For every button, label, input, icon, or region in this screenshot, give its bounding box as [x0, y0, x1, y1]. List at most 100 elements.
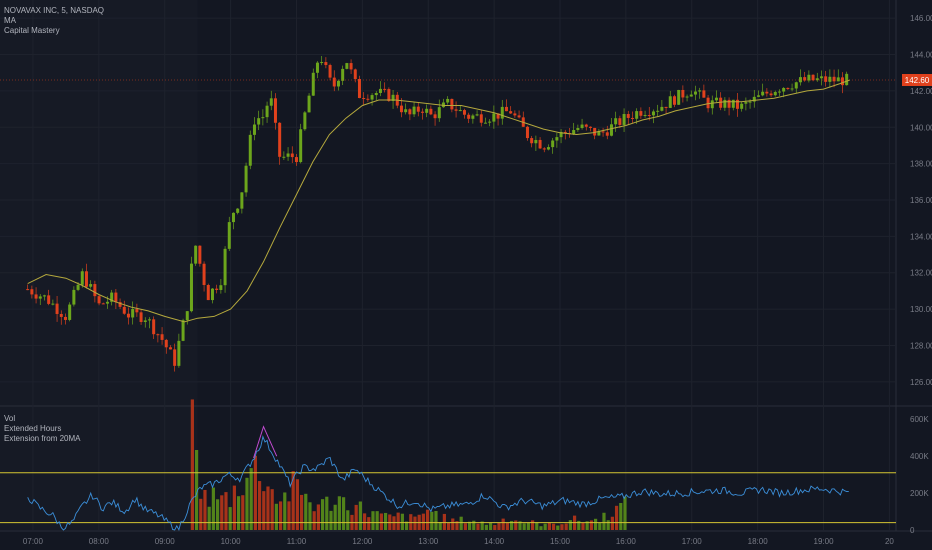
candle-down: [164, 339, 168, 348]
indicator-extension-label[interactable]: Extension from 20MA: [4, 434, 81, 443]
price-tick-label: 128.00: [910, 341, 932, 350]
candle-up: [572, 130, 576, 135]
candle-down: [584, 124, 588, 127]
volume-bar: [530, 520, 535, 530]
candle-up: [471, 115, 475, 119]
volume-bar: [337, 496, 341, 530]
indicator-extended-hours-label[interactable]: Extended Hours: [4, 424, 62, 433]
candle-up: [677, 89, 681, 105]
candle-up: [614, 118, 618, 125]
candle-down: [383, 88, 387, 90]
indicator-vol-label[interactable]: Vol: [4, 414, 16, 423]
candle-up: [656, 110, 660, 112]
candle-up: [483, 122, 487, 124]
candle-up: [828, 76, 832, 82]
time-tick-label: 11:00: [287, 537, 307, 546]
candle-up: [559, 131, 563, 138]
volume-bar: [409, 514, 413, 530]
candle-down: [664, 106, 668, 108]
volume-bar: [379, 513, 383, 530]
candle-down: [630, 117, 634, 119]
time-tick-label: 12:00: [352, 537, 373, 546]
volume-bar: [610, 516, 614, 530]
volume-bar: [467, 521, 472, 530]
candle-down: [832, 76, 836, 82]
moving-average-line: [27, 79, 851, 323]
candle-down: [135, 309, 139, 313]
volume-bar: [287, 501, 291, 530]
candle-up: [794, 82, 798, 89]
candle-up: [341, 68, 345, 81]
volume-bar: [547, 522, 551, 530]
candle-down: [765, 91, 769, 94]
candle-up: [723, 99, 727, 108]
volume-bar: [308, 502, 312, 530]
candle-down: [517, 115, 521, 118]
candle-up: [651, 111, 655, 116]
time-tick-label: 10:00: [221, 537, 242, 546]
candle-up: [740, 103, 744, 109]
candle-down: [328, 65, 332, 78]
candle-down: [290, 153, 294, 158]
price-legend: NOVAVAX INC, 5, NASDAQ MA Capital Master…: [4, 6, 104, 36]
volume-bar: [270, 489, 274, 530]
candle-down: [139, 312, 143, 322]
candle-down: [605, 132, 609, 136]
candle-up: [147, 319, 151, 321]
volume-bar: [194, 450, 199, 530]
candle-up: [756, 95, 760, 97]
candle-down: [530, 138, 534, 144]
volume-bar: [509, 521, 514, 530]
candle-down: [278, 122, 282, 157]
candle-up: [311, 72, 315, 96]
last-price-tag: [902, 74, 932, 86]
time-tick-label: 18:00: [748, 537, 769, 546]
candle-up: [710, 100, 714, 109]
candle-down: [156, 334, 160, 336]
candle-down: [349, 63, 353, 70]
candle-up: [210, 288, 214, 301]
candle-down: [173, 349, 177, 366]
candle-up: [693, 91, 697, 95]
volume-bar: [438, 522, 442, 530]
candle-down: [26, 289, 30, 291]
candle-down: [496, 113, 500, 119]
candle-down: [509, 111, 513, 114]
candle-up: [236, 208, 240, 213]
candle-down: [63, 316, 67, 320]
candle-up: [320, 62, 324, 64]
indicator-capital-mastery-label[interactable]: Capital Mastery: [4, 26, 60, 35]
volume-bar: [236, 496, 241, 530]
volume-bar: [211, 487, 215, 530]
candle-up: [635, 111, 639, 119]
candle-down: [387, 89, 391, 101]
last-price-label: 142.60: [905, 76, 930, 85]
volume-bar: [207, 506, 211, 530]
candle-up: [185, 311, 189, 321]
candle-up: [110, 292, 114, 302]
candle-up: [38, 296, 42, 299]
price-tick-label: 138.00: [910, 160, 932, 169]
volume-bar: [497, 522, 501, 530]
volume-bar: [505, 522, 509, 530]
time-tick-label: 13:00: [418, 537, 439, 546]
volume-tick-label: 600K: [910, 415, 929, 424]
volume-bar: [404, 521, 409, 530]
volume-bar: [245, 477, 249, 530]
candle-down: [542, 148, 546, 150]
candle-up: [748, 101, 752, 103]
candle-up: [819, 76, 823, 79]
candle-up: [336, 80, 340, 87]
candles-layer: [26, 55, 849, 372]
symbol-title: NOVAVAX INC, 5, NASDAQ: [4, 6, 105, 15]
price-tick-label: 136.00: [910, 196, 932, 205]
candle-down: [215, 288, 219, 290]
time-tick-label: 08:00: [89, 537, 110, 546]
candle-up: [131, 309, 135, 318]
candle-up: [76, 284, 80, 290]
candle-down: [504, 106, 508, 112]
indicator-ma-label[interactable]: MA: [4, 16, 16, 25]
volume-bar: [522, 523, 526, 530]
candle-down: [84, 271, 88, 287]
